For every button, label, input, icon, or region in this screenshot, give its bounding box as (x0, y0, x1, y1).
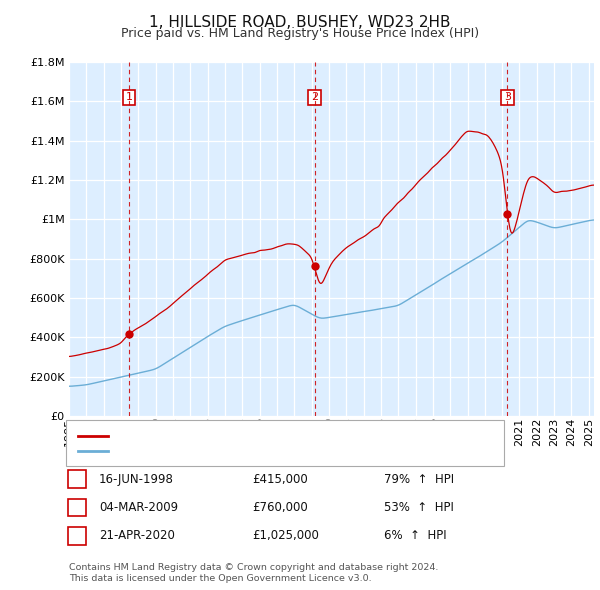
Text: 04-MAR-2009: 04-MAR-2009 (99, 501, 178, 514)
Text: This data is licensed under the Open Government Licence v3.0.: This data is licensed under the Open Gov… (69, 574, 371, 583)
Text: £415,000: £415,000 (252, 473, 308, 486)
Text: 1, HILLSIDE ROAD, BUSHEY, WD23 2HB: 1, HILLSIDE ROAD, BUSHEY, WD23 2HB (149, 15, 451, 30)
Text: 16-JUN-1998: 16-JUN-1998 (99, 473, 174, 486)
Text: Price paid vs. HM Land Registry's House Price Index (HPI): Price paid vs. HM Land Registry's House … (121, 27, 479, 40)
Text: HPI: Average price, detached house, Hertsmere: HPI: Average price, detached house, Hert… (114, 447, 374, 456)
Text: Contains HM Land Registry data © Crown copyright and database right 2024.: Contains HM Land Registry data © Crown c… (69, 563, 439, 572)
Text: 2: 2 (311, 93, 318, 102)
Text: 1: 1 (125, 93, 133, 102)
Text: 3: 3 (504, 93, 511, 102)
Text: 2: 2 (73, 501, 80, 514)
Text: £760,000: £760,000 (252, 501, 308, 514)
Text: 3: 3 (73, 529, 80, 542)
Text: 79%  ↑  HPI: 79% ↑ HPI (384, 473, 454, 486)
Text: 53%  ↑  HPI: 53% ↑ HPI (384, 501, 454, 514)
Text: 1: 1 (73, 473, 80, 486)
Text: £1,025,000: £1,025,000 (252, 529, 319, 542)
Text: 6%  ↑  HPI: 6% ↑ HPI (384, 529, 446, 542)
Text: 1, HILLSIDE ROAD, BUSHEY, WD23 2HB (detached house): 1, HILLSIDE ROAD, BUSHEY, WD23 2HB (deta… (114, 431, 429, 441)
Text: 21-APR-2020: 21-APR-2020 (99, 529, 175, 542)
